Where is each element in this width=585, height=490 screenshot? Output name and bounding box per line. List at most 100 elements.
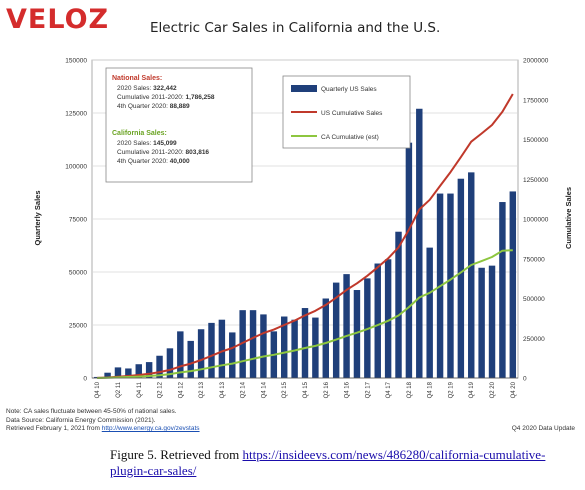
y2-tick-label: 1750000 [523,97,549,104]
y2-tick-label: 2000000 [523,58,549,65]
chart-legend: Quarterly US Sales US Cumulative Sales C… [282,75,411,149]
bar-quarterly-us-sales [249,310,257,378]
y-tick-label: 150000 [65,58,87,65]
bar-quarterly-us-sales [509,191,517,378]
bar-quarterly-us-sales [499,202,506,378]
bar-quarterly-us-sales [343,274,350,378]
y-tick-label: 25000 [69,323,87,330]
y2-tick-label: 1500000 [523,137,549,144]
bar-quarterly-us-sales [291,319,298,378]
caption-prefix: Figure 5. Retrieved from [110,447,240,462]
bar-quarterly-us-sales [374,263,381,378]
national-label-3: 4th Quarter 2020: [117,103,168,110]
california-line-2: Cumulative 2011-2020: 803,816 [117,149,209,156]
x-tick-label: Q4 19 [469,381,475,398]
y2-tick-label: 250000 [523,336,545,343]
y-tick-label: 100000 [65,164,87,171]
legend-label-quarterly: Quarterly US Sales [321,86,377,93]
bar-quarterly-us-sales [322,298,330,378]
x-tick-label: Q2 11 [116,381,122,398]
bar-quarterly-us-sales [197,329,205,378]
bar-quarterly-us-sales [208,322,215,378]
california-label-1: 2020 Sales: [117,140,152,147]
y-tick-label: 75000 [69,217,87,224]
y-tick-label: 0 [83,376,87,383]
footer-retrieved: Retrieved February 1, 2021 from http://w… [6,425,200,434]
bar-quarterly-us-sales [114,367,122,378]
bar-quarterly-us-sales [416,108,423,378]
footer-source-link[interactable]: http://www.energy.ca.gov/zevstats [101,425,200,432]
bar-quarterly-us-sales [301,308,309,378]
x-tick-label: Q2 13 [199,381,205,398]
national-sales-heading: National Sales: [112,75,162,82]
footer-note: Note: CA sales fluctuate between 45-50% … [6,408,177,415]
y2-tick-label: 1000000 [523,217,549,224]
veloz-logo: VELOZ [6,4,110,35]
line-ca-cumulative-est [97,249,513,379]
axes-layer: 0 25000 50000 75000 100000 125000 1500000 25000… [65,58,548,399]
legend-label-us-cumulative: US Cumulative Sales [321,110,383,117]
x-tick-label: Q2 19 [448,381,454,398]
bar-quarterly-us-sales [166,348,174,378]
bar-quarterly-us-sales [447,193,454,378]
footer-retrieved-prefix: Retrieved February 1, 2021 from [6,425,100,432]
bar-quarterly-us-sales [104,372,111,378]
bar-quarterly-us-sales [218,319,226,378]
bar-quarterly-us-sales [156,355,163,378]
caption-link[interactable]: https://insideevs.com/news/486280/califo… [110,447,546,478]
x-tick-label: Q4 16 [345,381,351,398]
bar-quarterly-us-sales [488,265,496,378]
bar-quarterly-us-sales [260,314,267,378]
x-tick-label: Q4 14 [261,381,267,398]
y2-tick-label: 750000 [523,256,545,263]
california-sales-heading: California Sales: [112,130,167,137]
national-value-3: 88,889 [170,103,190,110]
x-tick-label: Q4 18 [428,381,434,398]
x-tick-label: Q2 20 [490,381,496,398]
x-tick-label: Q4 15 [303,381,309,398]
x-tick-label: Q2 14 [241,381,247,398]
bar-quarterly-us-sales [187,340,194,378]
bar-quarterly-us-sales [280,316,288,378]
y-tick-label: 50000 [69,270,87,277]
california-line-3: 4th Quarter 2020: 40,000 [117,158,190,165]
x-tick-label: Q4 10 [95,381,101,398]
x-tick-label: Q4 20 [511,381,517,398]
bar-quarterly-us-sales [312,317,319,378]
legend-label-ca-cumulative: CA Cumulative (est) [321,134,379,141]
california-value-1: 145,099 [153,140,177,147]
lines-layer [97,93,514,379]
bar-quarterly-us-sales [239,310,246,378]
legend-swatch-quarterly [291,85,317,92]
california-line-1: 2020 Sales: 145,099 [117,140,177,147]
y-tick-label: 125000 [65,111,87,118]
bar-quarterly-us-sales [384,259,392,378]
bar-quarterly-us-sales [135,364,142,378]
bar-quarterly-us-sales [478,267,485,378]
bar-quarterly-us-sales [177,331,184,378]
bar-quarterly-us-sales [426,247,433,378]
y2-tick-label: 500000 [523,296,545,303]
y2-axis-label: Cumulative Sales [564,187,573,249]
bar-quarterly-us-sales [395,231,402,378]
national-value-1: 322,442 [153,85,177,92]
bar-quarterly-us-sales [457,178,465,378]
footer-source: Data Source: California Energy Commissio… [6,416,156,424]
x-tick-label: Q2 16 [324,381,330,398]
y-axis-label: Quarterly Sales [33,190,42,245]
bar-quarterly-us-sales [229,332,236,378]
national-value-2: 1,786,258 [186,94,215,101]
bar-quarterly-us-sales [405,142,413,378]
california-label-2: Cumulative 2011-2020: [117,149,184,156]
california-label-3: 4th Quarter 2020: [117,158,168,165]
line-us-cumulative-sales [97,93,514,379]
x-tick-label: Q2 17 [365,381,371,398]
bar-quarterly-us-sales [332,282,340,378]
x-tick-label: Q4 13 [220,381,226,398]
y2-tick-label: 1250000 [523,177,549,184]
data-update-label: Q4 2020 Data Update [511,425,575,432]
x-tick-label: Q2 12 [158,381,164,398]
california-value-2: 803,816 [186,149,210,156]
x-tick-label: Q2 15 [282,381,288,398]
chart-svg: 0 25000 50000 75000 100000 125000 1500000 25000… [33,58,573,399]
